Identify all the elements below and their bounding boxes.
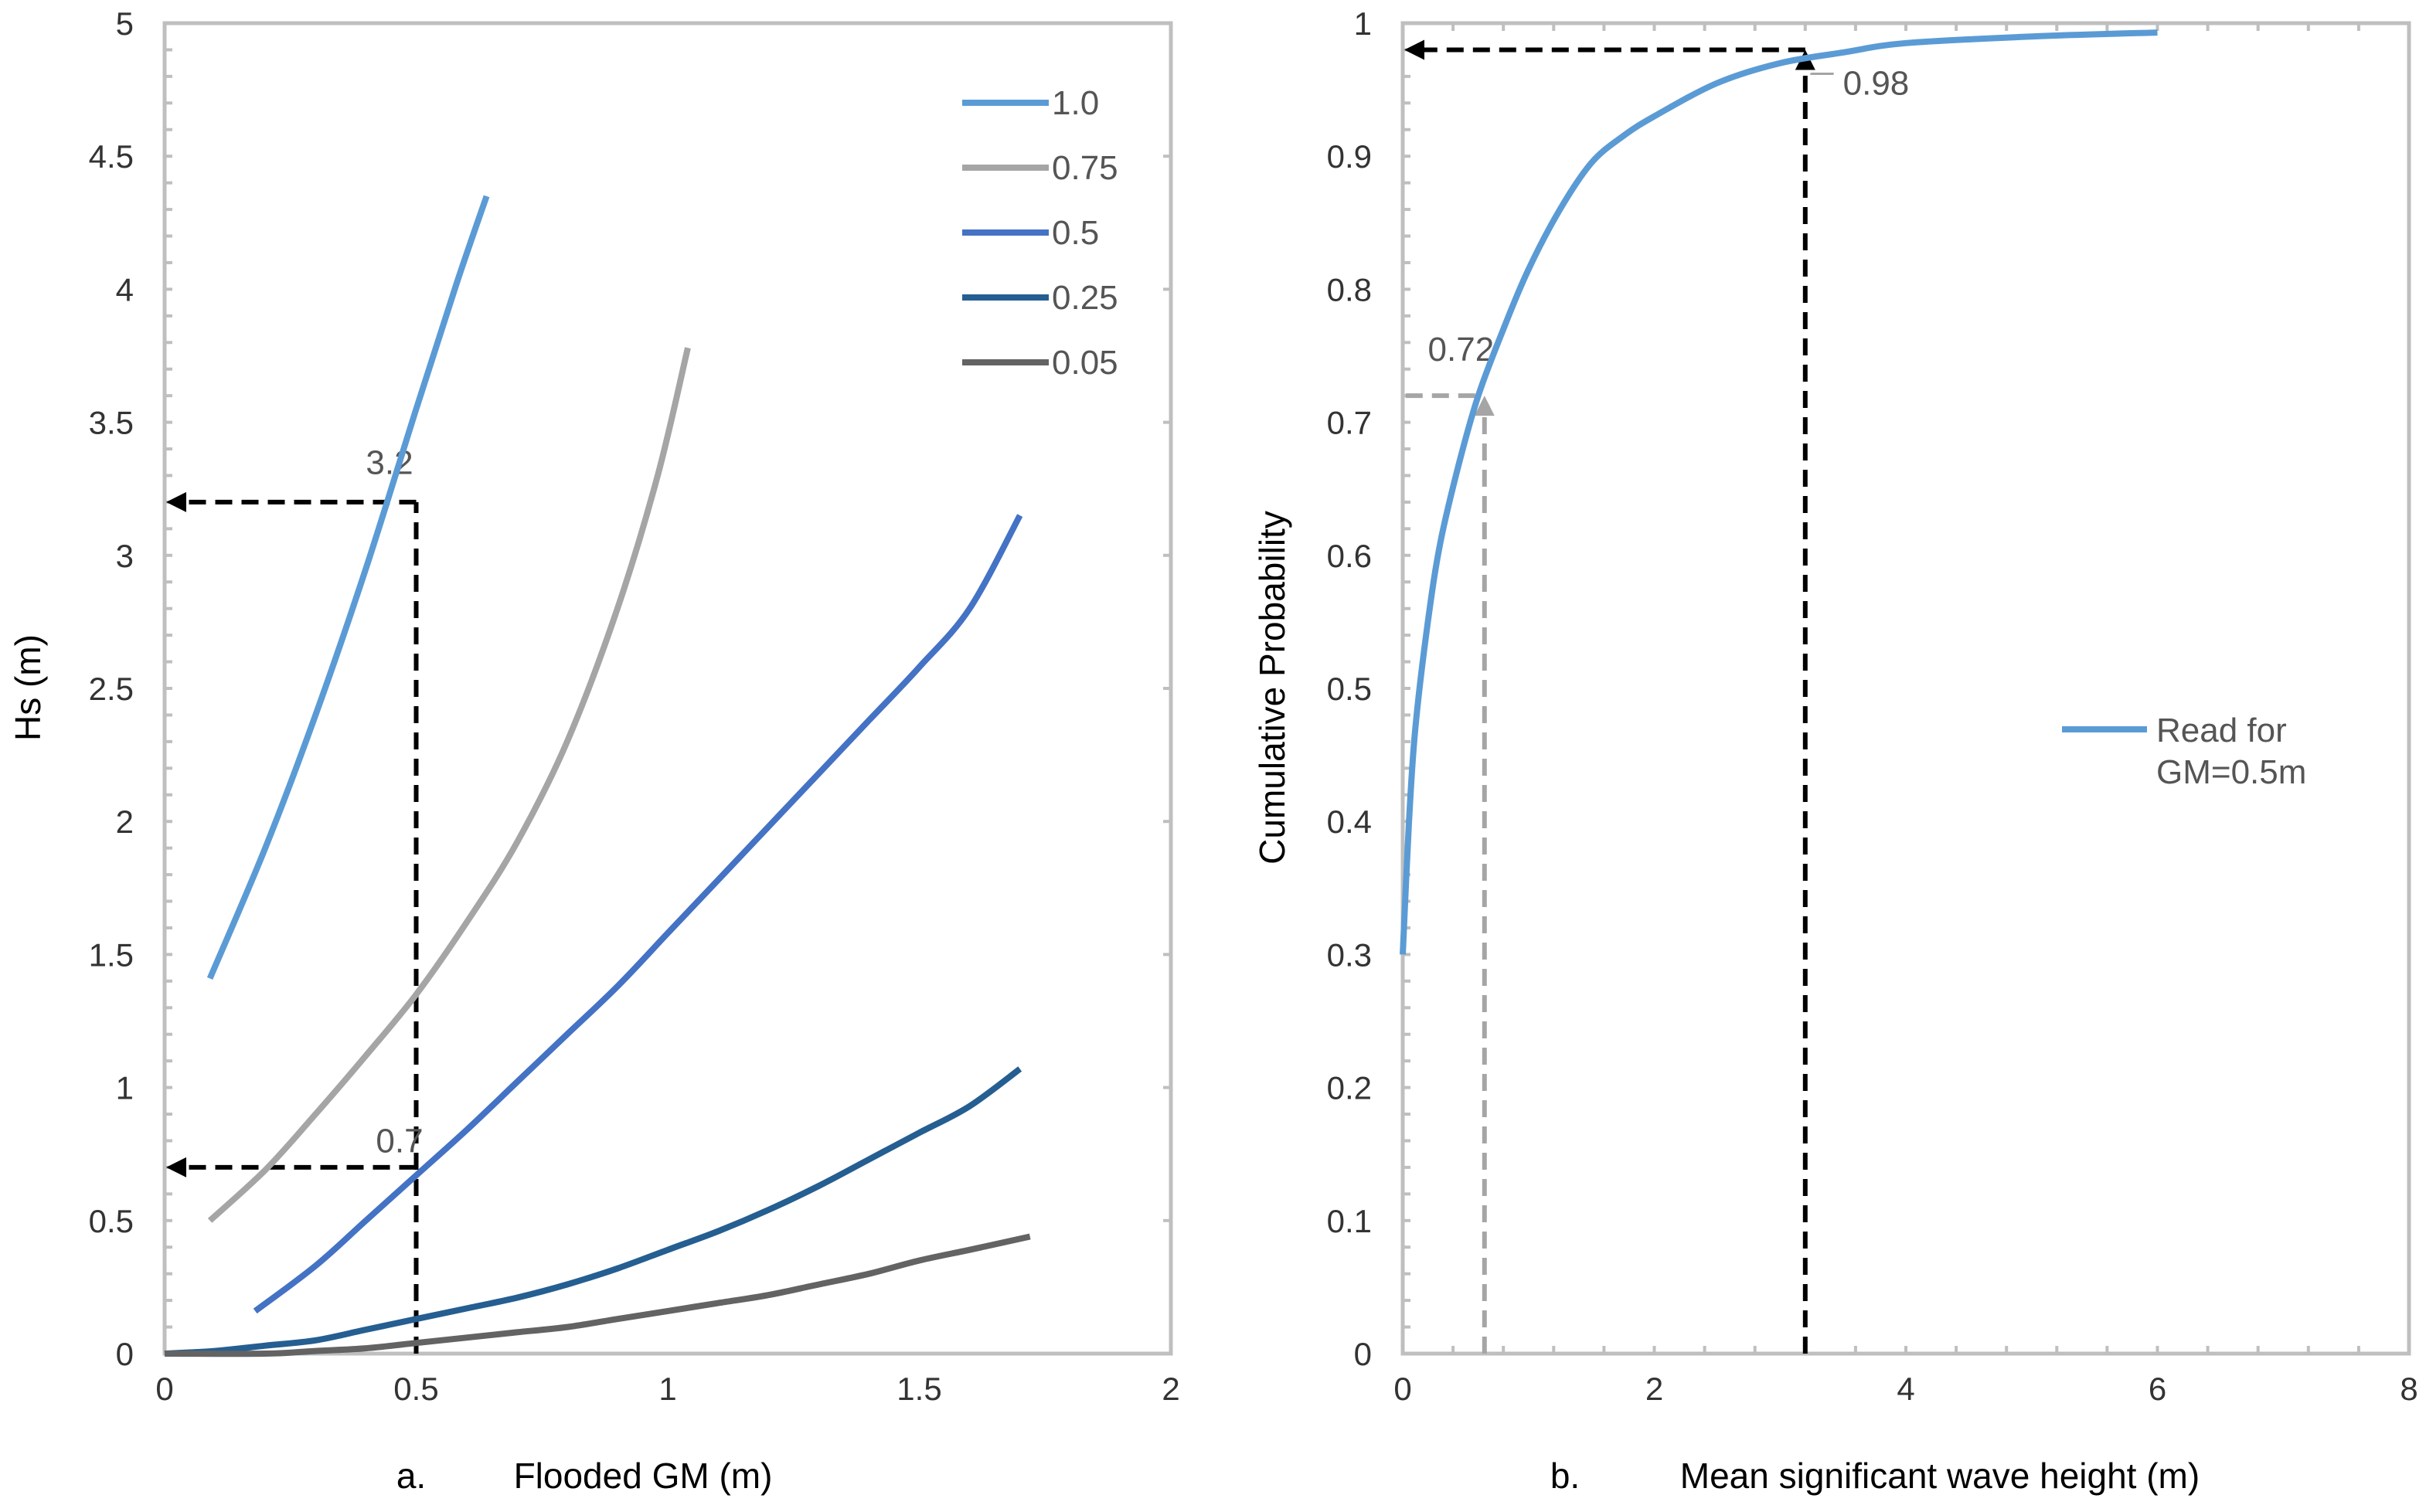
guide-lines-b: 0.98 0.72 <box>1403 39 1909 1354</box>
series-lines-a <box>164 195 1031 1357</box>
x-tick-label: 4 <box>1897 1371 1914 1407</box>
legend-label: 0.75 <box>1052 149 1118 187</box>
y-tick-label: 0 <box>1354 1336 1372 1372</box>
series-line-Read-for-GM-0-5m <box>1400 29 2158 955</box>
y-tick-label: 0.4 <box>1327 804 1372 840</box>
x-tick-labels-a: 0 0.5 1 1.5 2 <box>155 1371 1179 1407</box>
y-tick-label: 1 <box>1354 5 1372 42</box>
plot-area-a <box>162 21 1173 1356</box>
y-tick-label: 0.8 <box>1327 271 1372 307</box>
caption-letter-b: b. <box>1550 1456 1580 1496</box>
series-line-1-0 <box>206 195 490 980</box>
guide-lines-a: 3.20.7 <box>166 443 424 1354</box>
guide-arrowhead <box>166 491 186 512</box>
x-tick-labels-b: 0 2 4 6 8 <box>1393 1371 2417 1407</box>
x-tick-label: 0.5 <box>393 1371 438 1407</box>
guide-0.72: 0.72 <box>1403 331 1495 1354</box>
y-tick-label: 0.7 <box>1327 405 1372 441</box>
annotation-label: 0.98 <box>1843 64 1910 102</box>
x-tick-label: 0 <box>1393 1371 1411 1407</box>
x-tick-label: 6 <box>2149 1371 2166 1407</box>
x-tick-label: 2 <box>1162 1371 1179 1407</box>
y-tick-label: 0.5 <box>89 1203 134 1239</box>
guide-arrowhead <box>166 1157 186 1177</box>
series-line-0-05 <box>164 1233 1031 1357</box>
legend-label-b-line1: Read for <box>2156 712 2287 749</box>
guide-0.98: 0.98 <box>1404 39 1909 1354</box>
y-tick-label: 1 <box>116 1070 134 1106</box>
minor-ticks-a <box>165 22 1171 1355</box>
series-line-0-5 <box>253 514 1023 1314</box>
y-tick-label: 4.5 <box>89 138 134 175</box>
x-axis-title-b: Mean significant wave height (m) <box>1680 1456 2200 1496</box>
annotation-label: 0.7 <box>376 1122 423 1160</box>
legend-a: 1.0 0.75 0.5 0.25 0.05 <box>962 84 1118 382</box>
y-tick-label: 0.5 <box>1327 671 1372 707</box>
series-line-0-75 <box>207 347 691 1223</box>
legend-label: 0.05 <box>1052 344 1118 382</box>
series-lines-b <box>1400 29 2158 955</box>
legend-label: 0.5 <box>1052 214 1099 252</box>
guide-0.7: 0.7 <box>166 1122 424 1354</box>
y-tick-label: 2 <box>116 804 134 840</box>
y-tick-label: 3 <box>116 538 134 574</box>
y-tick-label: 0.3 <box>1327 936 1372 973</box>
caption-letter-a: a. <box>396 1456 426 1496</box>
panel-a: 0 0.5 1 1.5 2 0 0.5 1 1.5 2 2.5 3 3.5 4 4.5 5 3.20.7 1… <box>8 5 1180 1496</box>
plot-area-b <box>1400 21 2411 1356</box>
guide-arrowhead <box>1474 396 1495 416</box>
y-tick-labels-b: 0 0.1 0.2 0.3 0.4 0.5 0.6 0.7 0.8 0.9 1 <box>1327 5 1372 1372</box>
annotation-label: 0.72 <box>1428 331 1495 369</box>
legend-b: Read for GM=0.5m <box>2062 712 2306 791</box>
x-tick-label: 2 <box>1645 1371 1663 1407</box>
y-tick-label: 2.5 <box>89 671 134 707</box>
legend-label-b-line2: GM=0.5m <box>2156 753 2306 791</box>
y-tick-label: 0.2 <box>1327 1070 1372 1106</box>
y-tick-labels-a: 0 0.5 1 1.5 2 2.5 3 3.5 4 4.5 5 <box>89 5 134 1372</box>
x-tick-label: 1 <box>658 1371 676 1407</box>
y-tick-label: 3.5 <box>89 405 134 441</box>
legend-label: 0.25 <box>1052 279 1118 317</box>
x-tick-label: 1.5 <box>897 1371 941 1407</box>
y-tick-label: 4 <box>116 271 134 307</box>
y-tick-label: 0.6 <box>1327 538 1372 574</box>
y-tick-label: 0 <box>116 1336 134 1372</box>
guide-arrowhead <box>1404 39 1424 60</box>
x-tick-label: 0 <box>155 1371 173 1407</box>
y-axis-title-b: Cumulative Probability <box>1252 511 1292 865</box>
x-tick-label: 8 <box>2400 1371 2417 1407</box>
y-axis-title-a: Hs (m) <box>8 634 48 741</box>
y-tick-label: 0.9 <box>1327 138 1372 175</box>
y-tick-label: 5 <box>116 5 134 42</box>
y-tick-label: 0.1 <box>1327 1203 1372 1239</box>
legend-label: 1.0 <box>1052 84 1099 122</box>
panel-b: 0 2 4 6 8 0 0.1 0.2 0.3 0.4 0.5 0.6 0.7 0.8 0.9 1 0.98… <box>1252 5 2418 1496</box>
y-tick-label: 1.5 <box>89 936 134 973</box>
x-axis-title-a: Flooded GM (m) <box>514 1456 773 1496</box>
series-line-0-25 <box>164 1066 1022 1357</box>
